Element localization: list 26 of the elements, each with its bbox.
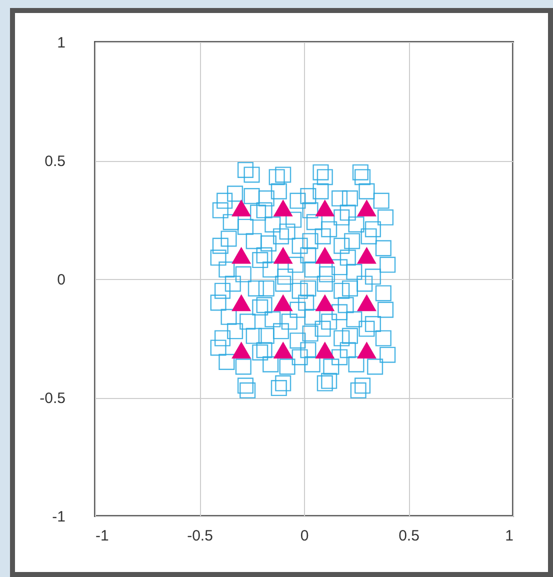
point (232, 342, 252, 359)
x-tick-label: 1 (505, 528, 514, 544)
y-tick-label: -0.5 (40, 390, 66, 407)
x-tick-label: 0.5 (398, 528, 420, 544)
point (273, 294, 293, 312)
point (232, 246, 252, 264)
point (315, 294, 335, 312)
x-tick-label: -0.5 (187, 528, 213, 544)
y-tick-label: -1 (52, 508, 66, 526)
point (273, 199, 293, 216)
point (315, 199, 335, 216)
point (315, 342, 335, 359)
y-tick-label: 0 (57, 272, 66, 288)
point (356, 342, 376, 359)
y-tick-label: 0.5 (44, 153, 66, 170)
point (273, 342, 293, 359)
x-tick-label: -1 (96, 528, 109, 544)
point (315, 246, 335, 264)
point (356, 246, 376, 264)
point (273, 246, 293, 264)
point (356, 199, 376, 216)
point (232, 294, 252, 312)
point (232, 199, 252, 216)
y-tick-label: 1 (57, 34, 66, 52)
x-tick-label: 0 (300, 528, 309, 544)
point (356, 294, 376, 312)
